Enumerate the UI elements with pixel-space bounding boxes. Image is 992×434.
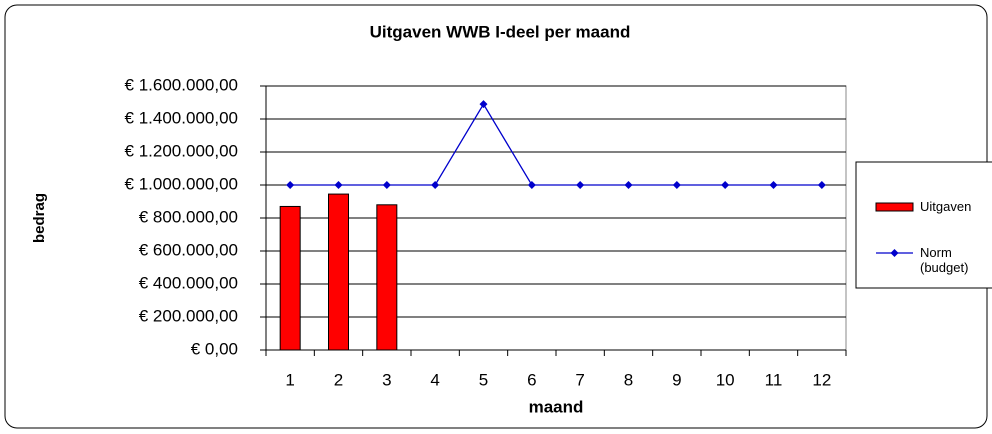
marker [334,181,343,189]
marker [527,181,536,189]
x-tick-label: 1 [285,370,294,389]
x-tick-label: 9 [672,370,681,389]
x-tick-label: 3 [382,370,391,389]
x-tick-label: 4 [430,370,439,389]
x-tick-label: 6 [527,370,536,389]
x-tick-label: 11 [765,370,783,389]
y-tick-label: € 800.000,00 [139,207,238,226]
legend-marker [890,249,899,257]
marker [721,181,730,189]
y-tick-label: € 1.000.000,00 [125,174,238,193]
x-tick-label: 7 [575,370,584,389]
marker [817,181,826,189]
y-tick-label: € 0,00 [191,339,238,358]
marker [576,181,585,189]
legend-label: Norm (budget) [920,245,969,275]
marker [382,181,391,189]
y-tick-label: € 1.400.000,00 [125,108,238,127]
y-tick-label: € 400.000,00 [139,273,238,292]
marker [286,181,295,189]
marker [431,181,440,189]
marker [624,181,633,189]
chart-title: Uitgaven WWB I-deel per maand [370,22,631,41]
marker [479,100,488,109]
y-tick-label: € 600.000,00 [139,240,238,259]
marker [672,181,681,189]
line [290,102,822,186]
y-axis-label: bedrag [31,193,48,243]
x-axis-label: maand [529,397,584,416]
marker [769,181,778,189]
x-tick-label: 12 [812,370,831,389]
x-tick-label: 5 [479,370,488,389]
x-tick-label: 2 [334,370,343,389]
legend-swatch [875,202,914,212]
y-tick-label: € 200.000,00 [139,306,238,325]
y-tick-label: € 1.200.000,00 [125,141,238,160]
x-tick-label: 10 [716,370,735,389]
legend-box [855,161,992,289]
bar [328,193,349,351]
x-tick-label: 8 [624,370,633,389]
legend-label: Uitgaven [920,199,972,214]
y-tick-label: € 1.600.000,00 [125,75,238,94]
bar [376,204,398,351]
bar [279,205,301,351]
